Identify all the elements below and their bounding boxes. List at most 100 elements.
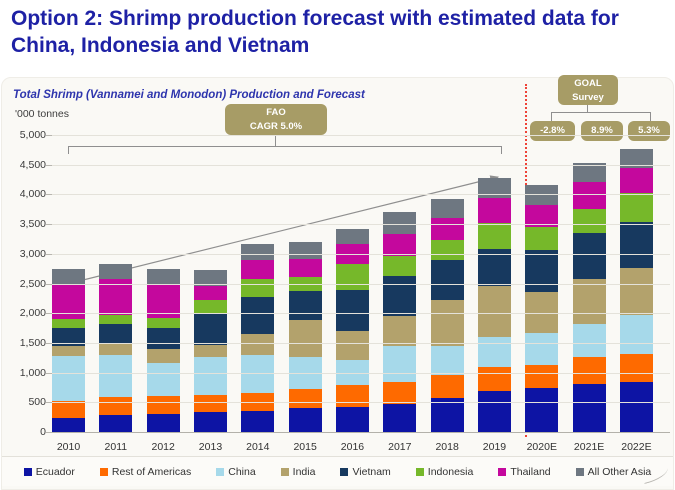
y-tick-label: 3,000 <box>19 247 46 260</box>
bar-segment-rest-of-americas <box>288 388 322 409</box>
bar-segment-vietnam <box>146 328 180 349</box>
bar-segment-indonesia <box>52 318 85 328</box>
bar-segment-ecuador <box>619 382 653 432</box>
bar-segment-vietnam <box>193 314 227 346</box>
bar-segment-thailand <box>430 218 464 241</box>
bar-segment-vietnam <box>288 291 322 321</box>
fao-bracket <box>68 146 502 154</box>
legend-item-all-other-asia: All Other Asia <box>575 465 652 478</box>
legend-swatch <box>340 467 349 476</box>
bar-segment-ecuador <box>146 414 180 432</box>
growth-badge-2022: 5.3% <box>628 121 670 141</box>
bar-segment-india <box>383 315 417 346</box>
bar-segment-vietnam <box>241 296 275 335</box>
bar-2014: 2014 <box>241 243 275 453</box>
bar-segment-china <box>146 363 180 396</box>
gridline <box>52 135 670 136</box>
bar-segment-rest-of-americas <box>52 401 85 418</box>
bar-segment-indonesia <box>430 240 464 260</box>
legend-swatch <box>216 467 225 476</box>
bar-segment-all-other-asia <box>288 241 322 260</box>
bar-segment-rest-of-americas <box>193 394 227 413</box>
bar-segment-india <box>525 291 559 334</box>
x-tick-label: 2010 <box>56 441 81 453</box>
bar-segment-rest-of-americas <box>99 397 133 415</box>
bar-segment-rest-of-americas <box>525 365 559 388</box>
y-axis-tick <box>46 342 52 344</box>
bar-segment-ecuador <box>99 414 133 432</box>
chart-legend: Ecuador Rest of Americas China India Vietnam… <box>2 456 673 486</box>
legend-label: All Other Asia <box>587 465 652 478</box>
bar-2013: 2013 <box>193 269 227 453</box>
y-tick-label: 500 <box>28 396 46 409</box>
y-tick-label: 2,000 <box>19 307 46 320</box>
legend-label: Thailand <box>510 465 551 478</box>
bar-segment-rest-of-americas <box>383 382 417 405</box>
y-tick-label: 2,500 <box>19 277 46 290</box>
x-tick-label: 2011 <box>104 441 128 453</box>
x-tick-label: 2012 <box>151 441 175 453</box>
x-tick-label: 2022E <box>621 441 652 453</box>
bar-segment-thailand <box>477 198 511 223</box>
bar-segment-india <box>146 348 180 364</box>
bar-segment-thailand <box>193 286 227 300</box>
legend-swatch <box>415 467 424 476</box>
bar-segment-china <box>99 354 133 398</box>
bar-segment-thailand <box>288 259 322 277</box>
bar-segment-rest-of-americas <box>477 366 511 391</box>
gridline <box>52 432 670 433</box>
bar-segment-china <box>430 345 464 375</box>
bar-segment-ecuador <box>525 388 559 432</box>
bar-segment-indonesia <box>383 255 417 277</box>
chart-subtitle: Total Shrimp (Vannamei and Monodon) Prod… <box>13 89 365 101</box>
x-tick-label: 2019 <box>482 441 507 453</box>
bar-segment-vietnam <box>99 323 133 343</box>
y-axis-units-label: '000 tonnes <box>15 108 69 120</box>
bar-segment-thailand <box>99 278 133 315</box>
y-axis-tick <box>46 283 52 285</box>
bar-segment-india <box>193 345 227 358</box>
growth-badge-2020: -2.8% <box>530 121 575 141</box>
gridline <box>52 194 670 196</box>
y-axis-tick <box>46 194 52 196</box>
y-tick-label: 1,500 <box>19 336 46 349</box>
legend-label: India <box>292 465 316 478</box>
bar-segment-china <box>477 336 511 367</box>
gridline <box>52 372 670 374</box>
bar-2022E: 2022E <box>619 148 653 453</box>
bar-segment-all-other-asia <box>52 268 85 284</box>
bar-segment-indonesia <box>619 193 653 223</box>
y-axis-tick <box>46 224 52 226</box>
goal-connector-stem <box>587 105 588 112</box>
bar-segment-india <box>288 320 322 357</box>
y-axis-tick <box>46 402 52 404</box>
gridline <box>52 164 670 166</box>
page-title: Option 2: Shrimp production forecast wit… <box>11 7 619 58</box>
bar-segment-indonesia <box>477 222 511 250</box>
bar-segment-indonesia <box>99 314 133 324</box>
bar-segment-thailand <box>241 260 275 279</box>
bar-segment-all-other-asia <box>99 263 133 279</box>
bar-2019: 2019 <box>477 178 511 453</box>
bar-segment-vietnam <box>430 259 464 300</box>
bar-segment-vietnam <box>383 276 417 316</box>
bar-segment-india <box>52 345 85 357</box>
y-tick-label: 1,000 <box>19 366 46 379</box>
y-axis-tick <box>46 135 52 136</box>
bar-segment-china <box>383 345 417 383</box>
bar-segment-indonesia <box>525 226 559 250</box>
legend-label: Vietnam <box>352 465 391 478</box>
bar-segment-all-other-asia <box>146 268 180 285</box>
bar-segment-ecuador <box>193 412 227 432</box>
plot-area: 2010 2011 2012 2013 2014 2015 2016 2017 2018 2019… <box>20 129 670 453</box>
legend-label: Indonesia <box>427 465 474 478</box>
bar-segment-all-other-asia <box>193 269 227 287</box>
bar-segment-indonesia <box>572 208 606 233</box>
gridline <box>52 224 670 226</box>
bar-segment-vietnam <box>477 249 511 287</box>
bar-segment-all-other-asia <box>241 243 275 261</box>
x-tick-label: 2014 <box>246 441 270 453</box>
y-axis-tick <box>46 164 52 166</box>
bar-segment-all-other-asia <box>619 148 653 169</box>
goal-connector-bracket <box>551 112 651 121</box>
